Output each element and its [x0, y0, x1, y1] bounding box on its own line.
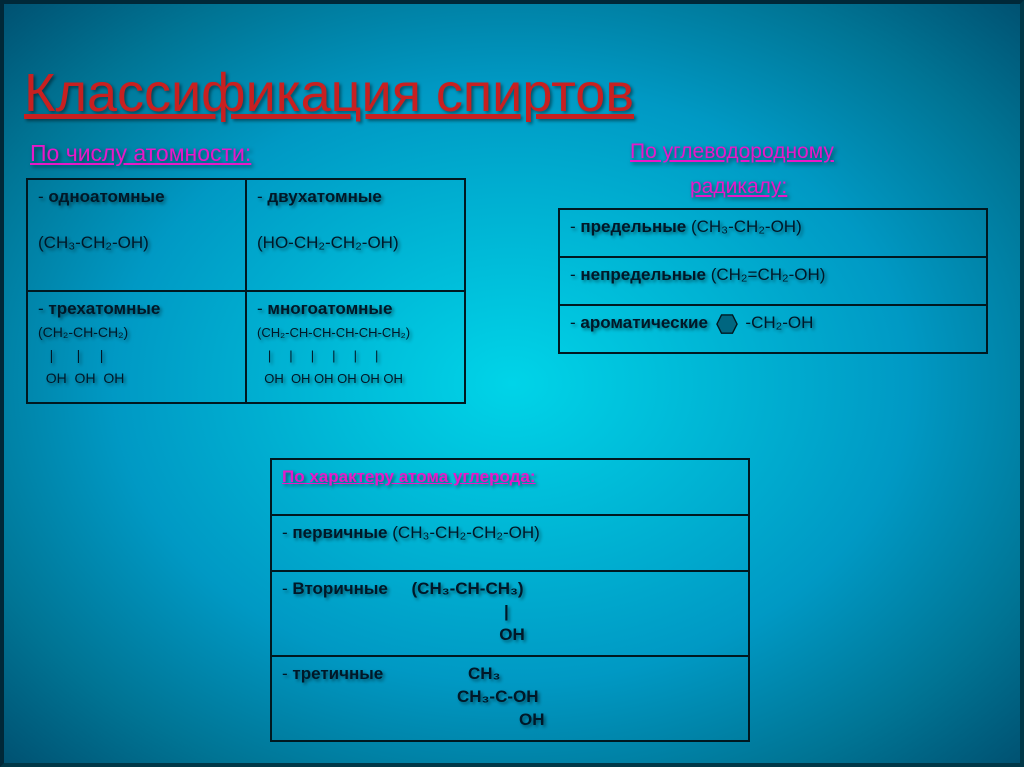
slide-title: Классификация спиртов — [24, 62, 634, 124]
cell-poly: - многоатомные (CH₂-CH-CH-CH-CH-CH₂) | |… — [246, 291, 465, 403]
table-radical: - предельные (CH₃-CH₂-OH) - непредельные… — [558, 208, 988, 354]
tert-f2: CH₃-C-OH — [282, 687, 539, 706]
sec-f2: | — [282, 602, 509, 621]
unsat-formula: (CH₂=CH₂-OH) — [711, 265, 826, 284]
tri-f1: (CH₂-CH-CH₂) — [38, 324, 128, 340]
tri-label: трехатомные — [48, 299, 160, 318]
prim-formula: (CH₃-CH₂-CH₂-OH) — [392, 523, 540, 542]
cell-unsaturated: - непредельные (CH₂=CH₂-OH) — [559, 257, 987, 305]
sat-formula: (CH₃-CH₂-OH) — [691, 217, 802, 236]
tert-label: третичные — [292, 664, 383, 683]
sec-f3: OH — [282, 625, 525, 644]
tert-f1: CH₃ — [388, 664, 500, 683]
cell-tri: - трехатомные (CH₂-CH-CH₂) | | | OH OH O… — [27, 291, 246, 403]
cell-carbon-heading: По характеру атома углерода: — [271, 459, 749, 515]
unsat-label: непредельные — [580, 265, 706, 284]
hexagon-icon — [716, 314, 738, 334]
tri-f3: OH OH OH — [38, 370, 124, 386]
cell-aromatic: - ароматические -CH₂-OH — [559, 305, 987, 353]
heading-radical-l2: радикалу: — [690, 175, 787, 199]
cell-mono: - одноатомные (CH₃-CH₂-OH) — [27, 179, 246, 291]
prim-label: первичные — [292, 523, 387, 542]
tert-f3: OH — [282, 710, 545, 729]
heading-atomicity: По числу атомности: — [30, 140, 251, 167]
cell-saturated: - предельные (CH₃-CH₂-OH) — [559, 209, 987, 257]
di-label: двухатомные — [267, 187, 381, 206]
table-atomicity: - одноатомные (CH₃-CH₂-OH) - двухатомные… — [26, 178, 466, 404]
cell-primary: - первичные (CH₃-CH₂-CH₂-OH) — [271, 515, 749, 571]
heading-carbon: По характеру атома углерода: — [282, 467, 536, 486]
poly-f3: OH OH OH OH OH OH — [257, 371, 403, 386]
tri-f2: | | | — [38, 347, 103, 363]
sec-label: Вторичные — [292, 579, 387, 598]
arom-label: ароматические — [580, 313, 708, 332]
poly-f2: | | | | | | — [257, 348, 378, 363]
cell-secondary: - Вторичные (CH₃-CH-CH₃) | OH — [271, 571, 749, 656]
di-formula: (HO-CH₂-CH₂-OH) — [257, 233, 399, 252]
poly-label: многоатомные — [267, 299, 392, 318]
poly-f1: (CH₂-CH-CH-CH-CH-CH₂) — [257, 325, 410, 340]
cell-tertiary: - третичные CH₃ CH₃-C-OH OH — [271, 656, 749, 741]
mono-formula: (CH₃-CH₂-OH) — [38, 233, 149, 252]
heading-radical-l1: По углеводородному — [630, 140, 834, 164]
arom-formula: -CH₂-OH — [745, 313, 813, 332]
sec-f1: (CH₃-CH-CH₃) — [412, 579, 524, 598]
table-carbon: По характеру атома углерода: - первичные… — [270, 458, 750, 742]
mono-label: одноатомные — [48, 187, 164, 206]
cell-di: - двухатомные (HO-CH₂-CH₂-OH) — [246, 179, 465, 291]
sat-label: предельные — [580, 217, 686, 236]
